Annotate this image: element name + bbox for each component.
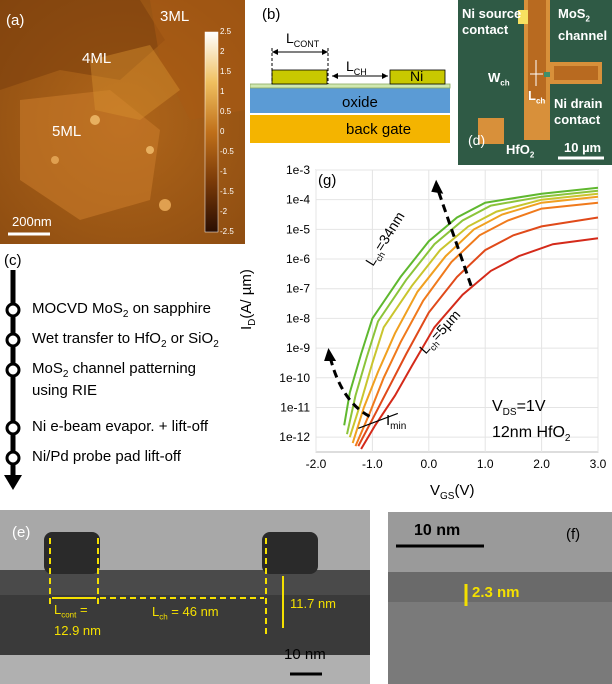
- imin-pointer: [358, 412, 398, 429]
- x-tick-label: 1.0: [477, 457, 494, 471]
- imin-annotation: Imin: [386, 412, 407, 432]
- device-schematic: [249, 48, 451, 143]
- series-line-6: [360, 237, 599, 450]
- panel-a: (a) 3ML 4ML 5ML 200nm 2.5 2 1.5 1 0.5 0 -0.5 -1…: [0, 0, 245, 244]
- tem-cross-section: [0, 510, 370, 684]
- panel-d: Ni source contact MoS2 channel Wch Lch Ni …: [458, 0, 612, 165]
- x-axis-label: VGS(V): [430, 482, 475, 502]
- ni-drain-label: Ni drain contact: [554, 96, 603, 127]
- colorbar-tick: -1.5: [220, 187, 234, 196]
- step-3b: using RIE: [32, 382, 98, 399]
- panel-b: (b) LCONT LCH Ni oxide back gate: [249, 0, 455, 150]
- arrow-head: [431, 179, 444, 194]
- scalebar-d-label: 10 µm: [564, 140, 602, 155]
- y-tick-label: 1e-7: [286, 282, 310, 296]
- ni-source-label: Ni source contact: [462, 6, 522, 37]
- y-tick-label: 1e-10: [279, 371, 310, 385]
- x-tick-label: -1.0: [362, 457, 383, 471]
- y-tick-label: 1e-12: [279, 430, 310, 444]
- lch-label: LCH: [346, 58, 367, 77]
- series-line-0: [343, 186, 599, 426]
- transfer-chart: 1e-3 1e-4 1e-5 1e-6 1e-7 1e-8 1e-9 1e-10 1e-11 1e…: [279, 163, 607, 471]
- colorbar-tick: 0.5: [220, 107, 232, 116]
- series-line-1: [346, 189, 599, 435]
- panel-b-label: (b): [262, 6, 281, 23]
- y-tick-label: 1e-8: [286, 311, 310, 325]
- y-axis-label: ID(A/ µm): [238, 269, 258, 330]
- panel-f-label: (f): [566, 526, 581, 543]
- lcont-tem-label: Lcont = 12.9 nm: [54, 602, 101, 638]
- arrow-shortening: [328, 356, 371, 418]
- oxide-annotation: 12nm HfO2: [492, 424, 571, 445]
- panel-d-label: (d): [468, 132, 486, 148]
- panel-c: (c) MOCVD MoS2 on sapphire Wet transfer …: [0, 250, 270, 490]
- lch-label-d: Lch: [528, 88, 546, 106]
- region-3ml: 3ML: [160, 8, 190, 25]
- colorbar-tick: 2.5: [220, 27, 232, 36]
- lch-tem-label: Lch = 46 nm: [152, 604, 219, 622]
- hrtem-image: [388, 512, 612, 684]
- oxide-label: oxide: [342, 94, 378, 111]
- colorbar-tick: 0: [220, 127, 225, 136]
- panel-c-label: (c): [4, 252, 22, 269]
- colorbar-tick: -0.5: [220, 147, 234, 156]
- arrow-head: [324, 348, 337, 362]
- lcont-label: LCONT: [286, 30, 320, 49]
- afm-image: [0, 0, 245, 244]
- region-4ml: 4ML: [82, 50, 112, 67]
- y-tick-label: 1e-5: [286, 222, 310, 236]
- micrograph: [458, 0, 612, 165]
- colorbar-tick: -2.5: [220, 227, 234, 236]
- step-2: Wet transfer to HfO2 or SiO2: [32, 330, 219, 350]
- panel-e-label: (e): [12, 524, 31, 541]
- series-line-2: [348, 192, 599, 438]
- panel-g: 1e-3 1e-4 1e-5 1e-6 1e-7 1e-8 1e-9 1e-10 1e-11 1e…: [238, 160, 612, 505]
- colorbar-tick: 1.5: [220, 67, 232, 76]
- panel-e: (e) Lcont = 12.9 nm Lch = 46 nm 11.7 nm 1…: [0, 510, 370, 684]
- series-line-4: [354, 201, 599, 447]
- x-tick-label: 2.0: [533, 457, 550, 471]
- panel-f: 10 nm (f) 2.3 nm: [388, 512, 612, 684]
- wch-label: Wch: [488, 70, 510, 88]
- panel-a-label: (a): [6, 12, 25, 29]
- x-tick-label: -2.0: [306, 457, 327, 471]
- series-line-3: [351, 195, 599, 444]
- y-tick-label: 1e-3: [286, 163, 310, 177]
- scalebar-e-label: 10 nm: [284, 646, 326, 663]
- colorbar-tick: 2: [220, 47, 225, 56]
- x-tick-label: 3.0: [590, 457, 607, 471]
- arrow-vt: [435, 187, 473, 287]
- scalebar-label: 200nm: [12, 214, 52, 229]
- scalebar-f-label: 10 nm: [414, 522, 461, 539]
- step-5: Ni/Pd probe pad lift-off: [32, 448, 181, 465]
- colorbar-ticks: 2.5 2 1.5 1 0.5 0 -0.5 -1 -1.5 -2 -2.5: [220, 27, 246, 237]
- thickness-f-label: 2.3 nm: [472, 584, 520, 601]
- x-tick-label: 0.0: [420, 457, 437, 471]
- colorbar-tick: 1: [220, 87, 225, 96]
- mos2-label: MoS2 channel: [558, 6, 608, 43]
- panel-g-label: (g): [318, 172, 337, 189]
- back-gate-label: back gate: [346, 121, 412, 138]
- step-1: MOCVD MoS2 on sapphire: [32, 300, 211, 320]
- y-tick-label: 1e-11: [280, 400, 310, 414]
- hfo2-label: HfO2: [506, 142, 535, 160]
- y-tick-label: 1e-9: [286, 341, 310, 355]
- series-line-5: [357, 216, 599, 447]
- region-5ml: 5ML: [52, 123, 82, 140]
- y-tick-label: 1e-4: [286, 193, 310, 207]
- thickness-tem-label: 11.7 nm: [290, 596, 337, 611]
- step-3: MoS2 channel patterning: [32, 360, 197, 380]
- colorbar-tick: -2: [220, 207, 228, 216]
- ni-label: Ni: [410, 68, 424, 84]
- step-4: Ni e-beam evapor. + lift-off: [32, 418, 209, 435]
- process-timeline: [4, 270, 22, 490]
- colorbar-tick: -1: [220, 167, 228, 176]
- y-tick-label: 1e-6: [286, 252, 310, 266]
- vds-annotation: VDS=1V: [492, 398, 546, 419]
